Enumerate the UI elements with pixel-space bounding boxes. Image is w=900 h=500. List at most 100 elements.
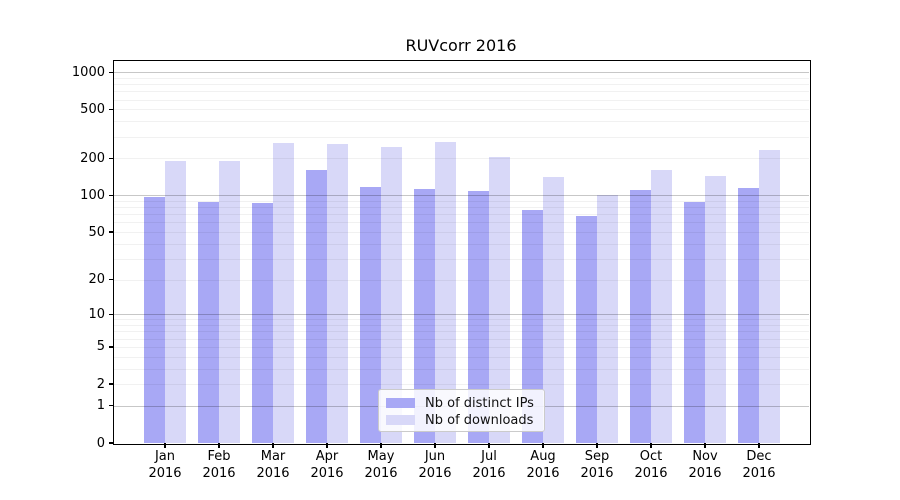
y-tick-mark xyxy=(109,194,114,197)
legend-item-downloads: Nb of downloads xyxy=(386,412,544,428)
gridline-minor xyxy=(114,384,809,386)
gridline-minor xyxy=(114,84,809,86)
bar-downloads-mar xyxy=(273,143,294,443)
x-tick-label: Feb 2016 xyxy=(202,449,236,481)
legend-label-downloads: Nb of downloads xyxy=(425,412,534,428)
x-tick-mark xyxy=(434,443,436,448)
bar-distinct-ips-oct xyxy=(630,190,651,443)
bar-distinct-ips-apr xyxy=(306,170,327,443)
bar-downloads-jul xyxy=(489,156,510,443)
bar-downloads-may xyxy=(381,146,402,443)
gridline-minor xyxy=(114,258,809,260)
y-tick-mark xyxy=(109,405,114,407)
gridline-minor xyxy=(114,319,809,321)
gridline-minor xyxy=(114,136,809,138)
gridline-minor xyxy=(114,109,809,111)
gridline-minor xyxy=(114,368,809,370)
y-tick-label: 50 xyxy=(88,224,105,240)
bar-downloads-jun xyxy=(435,142,456,443)
y-tick-label: 20 xyxy=(88,272,105,288)
y-tick-label: 0 xyxy=(96,435,105,451)
x-tick-label: Jun 2016 xyxy=(418,449,452,481)
legend-label-distinct-ips: Nb of distinct IPs xyxy=(425,395,534,411)
bar-distinct-ips-sep xyxy=(576,215,597,443)
bar-distinct-ips-jun xyxy=(414,188,435,443)
y-tick-mark xyxy=(109,442,114,444)
gridline-minor xyxy=(114,214,809,216)
bar-distinct-ips-jul xyxy=(468,190,489,443)
y-tick-mark xyxy=(109,278,114,281)
gridline-minor xyxy=(114,325,809,327)
x-tick-mark xyxy=(596,443,598,448)
x-tick-mark xyxy=(650,443,652,448)
gridline-major xyxy=(114,195,809,197)
legend: Nb of distinct IPs Nb of downloads xyxy=(378,389,545,432)
gridline-minor xyxy=(114,91,809,93)
y-tick-mark xyxy=(109,346,114,348)
y-tick-label: 1 xyxy=(96,398,105,414)
gridline-minor xyxy=(114,99,809,101)
bar-downloads-nov xyxy=(705,175,726,443)
gridline-minor xyxy=(114,158,809,160)
x-tick-label: Sep 2016 xyxy=(580,449,614,481)
gridline-major xyxy=(114,72,809,74)
x-tick-mark xyxy=(758,443,760,448)
gridline-minor xyxy=(114,121,809,123)
x-tick-label: Aug 2016 xyxy=(526,449,560,481)
gridline-minor xyxy=(114,338,809,340)
bar-downloads-aug xyxy=(543,177,564,443)
x-tick-label: Oct 2016 xyxy=(634,449,668,481)
bar-distinct-ips-nov xyxy=(684,201,705,443)
x-tick-mark xyxy=(704,443,706,448)
bar-distinct-ips-aug xyxy=(522,209,543,443)
x-tick-mark xyxy=(164,443,166,448)
chart-title: RUVcorr 2016 xyxy=(405,36,517,55)
x-tick-label: Jul 2016 xyxy=(472,449,506,481)
bar-distinct-ips-dec xyxy=(738,188,759,443)
x-tick-mark xyxy=(542,443,544,448)
x-tick-mark xyxy=(218,443,220,448)
legend-item-distinct-ips: Nb of distinct IPs xyxy=(386,395,544,411)
y-tick-mark xyxy=(109,71,114,73)
bar-distinct-ips-mar xyxy=(252,202,273,443)
gridline-minor xyxy=(114,200,809,202)
bar-distinct-ips-feb xyxy=(198,201,219,443)
bar-downloads-feb xyxy=(219,160,240,443)
gridline-minor xyxy=(114,222,809,224)
y-tick-label: 5 xyxy=(96,339,105,355)
gridline-minor xyxy=(114,243,809,245)
x-tick-mark xyxy=(380,443,382,448)
x-tick-mark xyxy=(326,443,328,448)
y-tick-label: 100 xyxy=(80,187,105,203)
bar-distinct-ips-may xyxy=(360,186,381,443)
y-tick-mark xyxy=(109,383,114,385)
gridline-minor xyxy=(114,331,809,333)
x-tick-label: Mar 2016 xyxy=(256,449,290,481)
y-tick-label: 1000 xyxy=(71,64,105,80)
bar-downloads-jan xyxy=(165,161,186,443)
y-tick-label: 2 xyxy=(96,376,105,392)
gridline-major xyxy=(114,314,809,316)
gridline-minor xyxy=(114,232,809,234)
bar-downloads-oct xyxy=(651,170,672,443)
plot-area xyxy=(114,61,809,443)
gridline-minor xyxy=(114,279,809,281)
y-tick-label: 200 xyxy=(80,150,105,166)
bar-downloads-apr xyxy=(327,144,348,443)
bar-distinct-ips-jan xyxy=(144,196,165,443)
y-tick-label: 500 xyxy=(80,101,105,117)
gridline-minor xyxy=(114,346,809,348)
legend-swatch-distinct-ips xyxy=(386,398,415,408)
legend-swatch-downloads xyxy=(386,415,415,425)
x-tick-mark xyxy=(488,443,490,448)
x-tick-label: Apr 2016 xyxy=(310,449,344,481)
y-tick-mark xyxy=(109,157,114,160)
x-tick-label: Nov 2016 xyxy=(688,449,722,481)
gridline-minor xyxy=(114,356,809,358)
bar-downloads-dec xyxy=(759,150,780,443)
y-tick-mark xyxy=(109,108,114,111)
y-tick-mark xyxy=(109,231,114,233)
gridline-minor xyxy=(114,207,809,209)
y-tick-mark xyxy=(109,313,114,316)
